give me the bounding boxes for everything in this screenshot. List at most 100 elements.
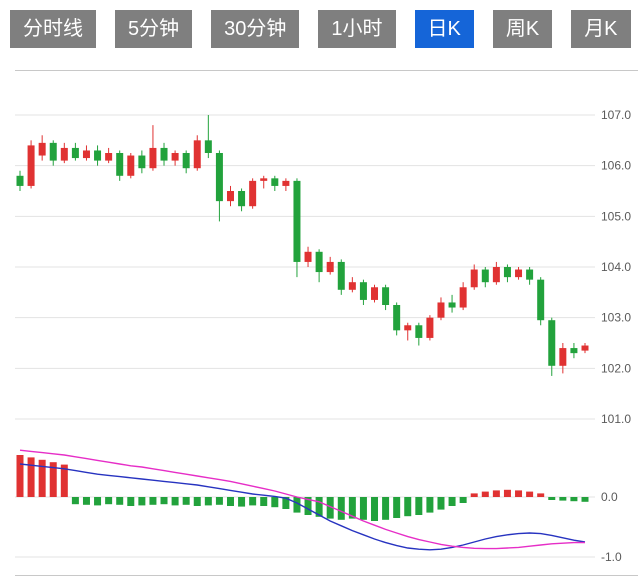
tab-month-k[interactable]: 月K: [571, 10, 631, 48]
candlestick-series: [16, 115, 589, 376]
candle-body: [27, 145, 35, 186]
candle-body: [548, 320, 556, 366]
candle-body: [526, 269, 534, 280]
candle-body: [71, 147, 79, 159]
candle-body: [515, 269, 523, 278]
price-axis-label: 107.0: [601, 108, 631, 122]
candle-body: [393, 305, 401, 331]
dea-line: [19, 449, 585, 550]
macd-bar: [492, 490, 500, 497]
price-axis-label: 101.0: [601, 412, 631, 426]
macd-bar: [337, 497, 345, 520]
candle-body: [371, 287, 379, 300]
macd-bar: [393, 497, 401, 518]
candle-body: [182, 153, 190, 169]
macd-bar: [238, 497, 246, 507]
macd-histogram: [16, 455, 589, 521]
candle-body: [160, 147, 168, 161]
macd-bar: [359, 497, 367, 520]
macd-bar: [481, 491, 489, 497]
macd-bar: [149, 497, 157, 505]
candle-body: [537, 279, 545, 321]
macd-bar: [204, 497, 212, 506]
macd-bar: [426, 497, 434, 513]
candle-body: [337, 261, 345, 290]
candle-body: [415, 325, 423, 338]
macd-bar: [71, 497, 79, 505]
candle-body: [315, 251, 323, 273]
tab-day-k[interactable]: 日K: [414, 10, 474, 48]
candle-body: [492, 267, 500, 283]
candle-body: [326, 261, 334, 273]
candle-body: [348, 282, 356, 290]
macd-bar: [559, 497, 567, 501]
macd-bar: [315, 497, 323, 517]
macd-bar: [27, 457, 35, 497]
macd-bar: [348, 497, 356, 519]
interval-tabbar: 分时线 5分钟 30分钟 1小时 日K 周K 月K: [10, 10, 631, 48]
indicator-axis-label: 0.0: [601, 490, 618, 504]
macd-bar: [537, 493, 545, 497]
macd-bar: [260, 497, 268, 506]
macd-bar: [226, 497, 234, 506]
axis-labels: 107.0 106.0 105.0 104.0 103.0 102.0 101.0 0.0 -1…: [601, 108, 631, 564]
macd-bar: [548, 497, 556, 500]
candle-body: [204, 140, 212, 153]
candle-body: [38, 142, 46, 156]
tab-1-hour[interactable]: 1小时: [318, 10, 396, 48]
macd-bar: [127, 497, 135, 506]
candle-body: [459, 287, 467, 308]
macd-bar: [526, 491, 534, 497]
macd-bar: [437, 497, 445, 510]
tab-30-min[interactable]: 30分钟: [211, 10, 300, 48]
candle-body: [127, 155, 135, 176]
candle-body: [271, 178, 279, 186]
candle-body: [16, 175, 24, 186]
tab-week-k[interactable]: 周K: [492, 10, 553, 48]
candle-body: [437, 302, 445, 318]
candle-body: [282, 180, 290, 186]
candle-body: [426, 317, 434, 338]
macd-bar: [138, 497, 146, 506]
macd-bar: [193, 497, 201, 506]
macd-bar: [38, 459, 46, 497]
macd-bar: [448, 497, 456, 506]
macd-bar: [271, 497, 279, 508]
macd-bar: [49, 462, 57, 497]
price-axis-label: 105.0: [601, 209, 631, 223]
macd-bar: [293, 497, 301, 513]
macd-bar: [382, 497, 390, 520]
candle-body: [448, 302, 456, 308]
macd-bar: [326, 497, 334, 519]
candle-body: [404, 325, 412, 331]
candle-body: [304, 251, 312, 262]
candle-body: [226, 191, 234, 202]
tab-time-line[interactable]: 分时线: [10, 10, 96, 48]
macd-bar: [570, 497, 578, 502]
macd-bar: [415, 497, 423, 515]
candle-body: [193, 140, 201, 169]
candle-body: [249, 180, 257, 207]
candle-body: [503, 267, 511, 278]
macd-bar: [182, 497, 190, 505]
candle-body: [260, 178, 268, 181]
macd-bar: [404, 497, 412, 517]
price-axis-label: 104.0: [601, 260, 631, 274]
macd-bar: [581, 497, 589, 502]
tab-5-min[interactable]: 5分钟: [115, 10, 193, 48]
macd-bar: [515, 490, 523, 497]
candle-body: [293, 180, 301, 262]
macd-bar: [371, 497, 379, 521]
candle-body: [105, 153, 113, 161]
macd-bar: [470, 493, 478, 497]
candle-body: [94, 150, 102, 161]
candle-body: [215, 153, 223, 202]
candle-body: [570, 348, 578, 354]
macd-bar: [282, 497, 290, 509]
macd-bar: [60, 464, 68, 497]
candle-body: [60, 147, 68, 161]
macd-bar: [459, 497, 467, 503]
candle-body: [481, 269, 489, 283]
macd-bar: [94, 497, 102, 506]
